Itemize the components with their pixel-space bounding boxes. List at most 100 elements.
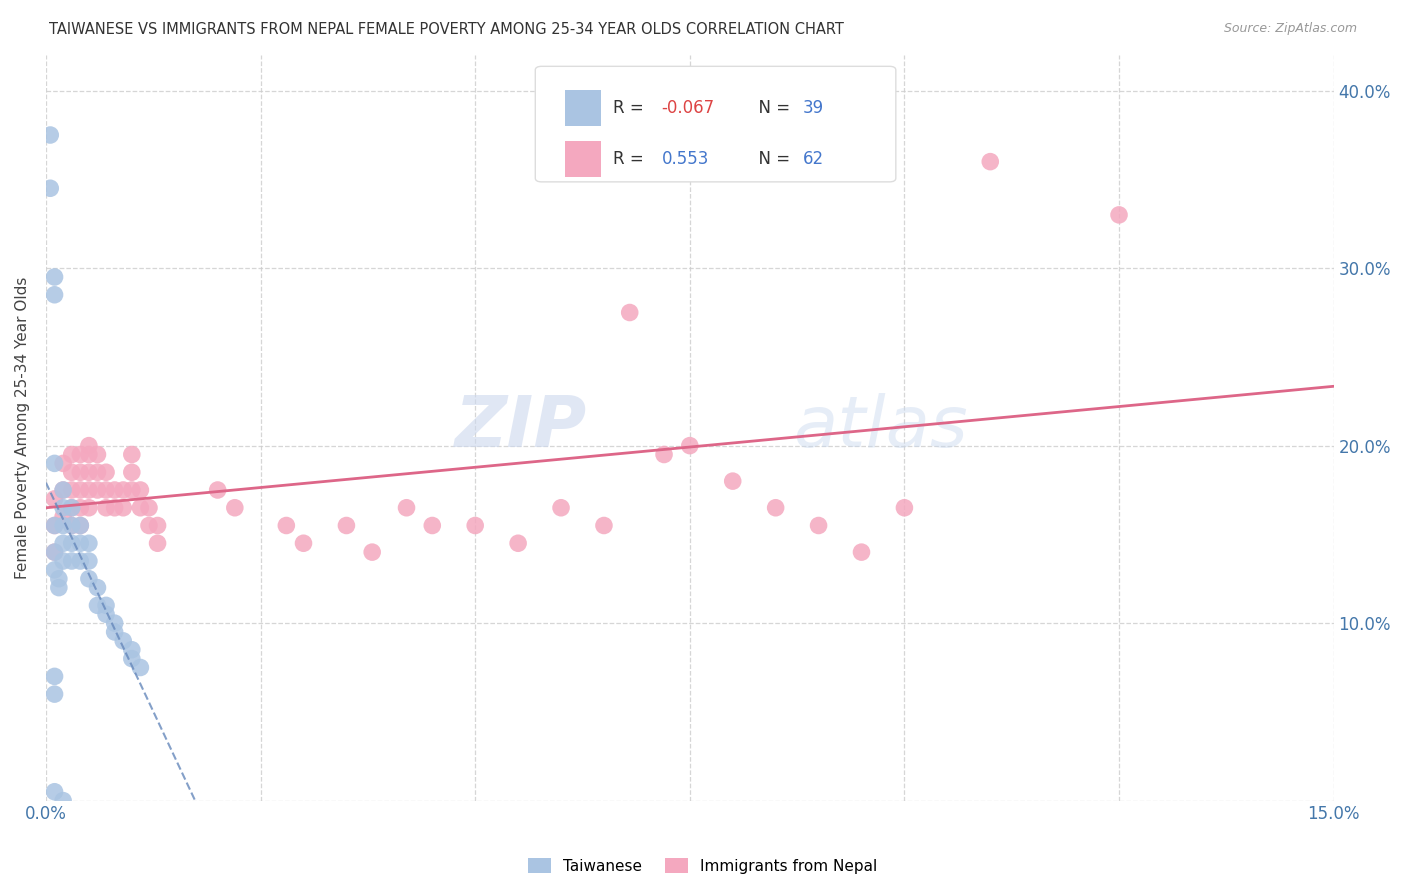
- Point: [94, 483, 117, 497]
- Point: [77, 536, 100, 550]
- Point: [112, 483, 135, 497]
- Text: R =: R =: [613, 150, 654, 168]
- Point: [77, 554, 100, 568]
- Point: [60, 448, 83, 462]
- Text: ZIP: ZIP: [454, 393, 586, 462]
- Point: [52, 536, 75, 550]
- Point: [86, 581, 108, 595]
- Point: [44, 563, 66, 577]
- Point: [44, 456, 66, 470]
- Point: [44, 491, 66, 506]
- Point: [104, 483, 127, 497]
- Text: atlas: atlas: [793, 393, 967, 462]
- Point: [52, 483, 75, 497]
- Point: [52, 518, 75, 533]
- Text: 39: 39: [803, 99, 824, 117]
- Point: [69, 518, 91, 533]
- Point: [44, 518, 66, 533]
- Text: -0.067: -0.067: [661, 99, 714, 117]
- Point: [224, 500, 246, 515]
- Point: [679, 439, 702, 453]
- Point: [44, 270, 66, 285]
- Point: [619, 305, 641, 319]
- Text: N =: N =: [748, 150, 796, 168]
- Text: N =: N =: [748, 99, 796, 117]
- Point: [60, 518, 83, 533]
- Point: [44, 687, 66, 701]
- Point: [69, 554, 91, 568]
- Text: 62: 62: [803, 150, 824, 168]
- Point: [39, 128, 62, 142]
- Point: [129, 660, 152, 674]
- Point: [508, 536, 530, 550]
- Point: [1108, 208, 1130, 222]
- Point: [979, 154, 1001, 169]
- Point: [420, 518, 443, 533]
- Point: [44, 545, 66, 559]
- Point: [121, 642, 143, 657]
- Point: [52, 483, 75, 497]
- Point: [60, 483, 83, 497]
- Point: [48, 572, 70, 586]
- Point: [44, 785, 66, 799]
- Point: [146, 518, 169, 533]
- Point: [146, 536, 169, 550]
- Point: [86, 599, 108, 613]
- Bar: [565, 141, 600, 177]
- Point: [77, 572, 100, 586]
- Point: [69, 483, 91, 497]
- Point: [94, 465, 117, 479]
- Point: [48, 581, 70, 595]
- Point: [77, 448, 100, 462]
- Point: [60, 518, 83, 533]
- Point: [104, 625, 127, 640]
- Point: [69, 448, 91, 462]
- Point: [39, 181, 62, 195]
- Legend: Taiwanese, Immigrants from Nepal: Taiwanese, Immigrants from Nepal: [522, 852, 884, 880]
- Point: [121, 651, 143, 665]
- Point: [721, 474, 744, 488]
- Point: [112, 500, 135, 515]
- Point: [60, 500, 83, 515]
- Text: TAIWANESE VS IMMIGRANTS FROM NEPAL FEMALE POVERTY AMONG 25-34 YEAR OLDS CORRELAT: TAIWANESE VS IMMIGRANTS FROM NEPAL FEMAL…: [49, 22, 844, 37]
- Point: [52, 794, 75, 808]
- Point: [121, 483, 143, 497]
- Point: [104, 616, 127, 631]
- Point: [69, 536, 91, 550]
- Point: [129, 500, 152, 515]
- Point: [60, 554, 83, 568]
- Point: [60, 465, 83, 479]
- Point: [44, 669, 66, 683]
- Bar: [565, 90, 600, 126]
- Point: [60, 536, 83, 550]
- Point: [69, 518, 91, 533]
- Point: [86, 483, 108, 497]
- Point: [807, 518, 830, 533]
- Point: [94, 599, 117, 613]
- Point: [52, 456, 75, 470]
- Point: [69, 465, 91, 479]
- Point: [52, 500, 75, 515]
- FancyBboxPatch shape: [536, 66, 896, 182]
- Point: [138, 500, 160, 515]
- Point: [44, 518, 66, 533]
- Point: [86, 448, 108, 462]
- Point: [276, 518, 298, 533]
- Point: [207, 483, 229, 497]
- Point: [77, 439, 100, 453]
- Text: 0.553: 0.553: [661, 150, 709, 168]
- Point: [94, 500, 117, 515]
- Point: [52, 554, 75, 568]
- Point: [121, 448, 143, 462]
- Point: [129, 483, 152, 497]
- Point: [292, 536, 315, 550]
- Point: [361, 545, 384, 559]
- Point: [464, 518, 486, 533]
- Text: R =: R =: [613, 99, 648, 117]
- Point: [112, 633, 135, 648]
- Point: [104, 500, 127, 515]
- Point: [77, 465, 100, 479]
- Point: [77, 483, 100, 497]
- Point: [652, 448, 675, 462]
- Point: [121, 465, 143, 479]
